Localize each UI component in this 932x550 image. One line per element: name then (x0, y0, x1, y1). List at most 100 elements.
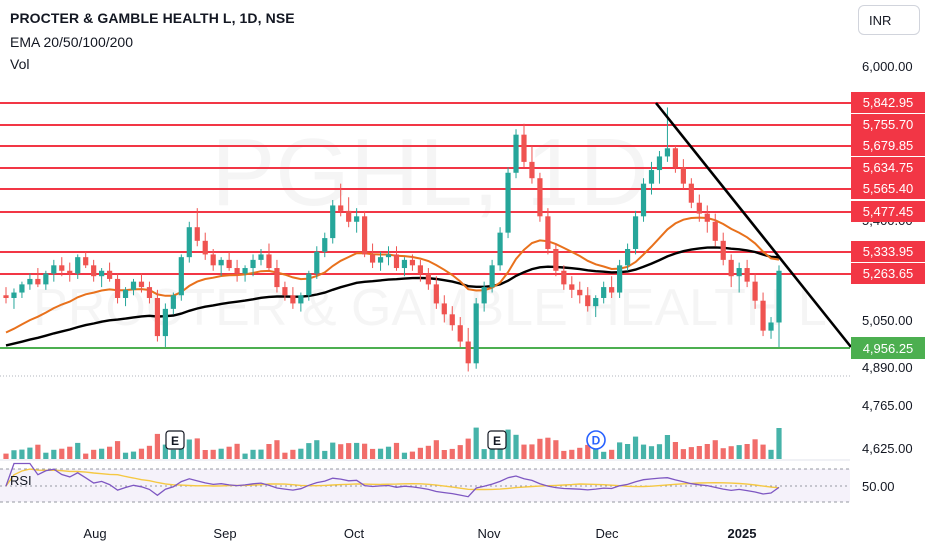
resistance-price-tag: 5,634.75 (851, 157, 925, 178)
chart-title[interactable]: PROCTER & GAMBLE HEALTH L, 1D, NSE (10, 10, 295, 26)
candle-body (51, 265, 57, 274)
ema-legend[interactable]: EMA 20/50/100/200 (10, 34, 133, 50)
candle-body (632, 216, 639, 249)
volume-bar (752, 439, 758, 459)
time-tick: 2025 (728, 526, 757, 541)
volume-bar (489, 446, 495, 459)
volume-bar (258, 449, 264, 459)
candle-body (338, 205, 344, 211)
volume-bar (585, 444, 591, 459)
time-axis: Aug Sep Oct Nov Dec 2025 (83, 526, 756, 541)
volume-bar (513, 434, 519, 459)
candle-body (194, 227, 200, 241)
candle-body (298, 295, 304, 304)
volume-bar (609, 449, 615, 459)
volume-bar (154, 433, 161, 459)
candle-body (290, 295, 296, 304)
resistance-price-tag: 5,755.70 (851, 114, 925, 135)
price-tick: 6,000.00 (862, 59, 913, 74)
resistance-price-tag: 5,333.95 (851, 241, 925, 262)
volume-bar (35, 444, 41, 459)
volume-bar (210, 449, 216, 459)
volume-bar (338, 444, 344, 459)
candle-body (752, 281, 758, 301)
volume-bar (537, 438, 543, 459)
volume-bar (27, 447, 33, 459)
candle-body (425, 273, 431, 285)
earnings-marker-2[interactable]: E (487, 430, 507, 450)
candle-body (354, 216, 360, 222)
volume-bar (354, 442, 360, 459)
candle-body (393, 254, 400, 269)
volume-bar (362, 443, 368, 459)
candle-body (617, 265, 623, 293)
rsi-axis-tick: 50.00 (862, 479, 895, 494)
volume-bar (521, 444, 527, 459)
volume-bar (106, 446, 113, 459)
volume-bar (130, 451, 137, 459)
time-tick: Aug (83, 526, 106, 541)
descending-trendline[interactable] (654, 102, 853, 348)
candle-body (704, 213, 710, 222)
candle-body (656, 156, 663, 171)
candle-body (417, 265, 423, 274)
candle-body (67, 270, 73, 274)
candle-body (186, 227, 192, 258)
candle-body (537, 178, 543, 217)
resistance-price-tag: 5,477.45 (851, 201, 925, 222)
svg-text:4,956.25: 4,956.25 (863, 341, 914, 356)
candle-body (664, 148, 671, 157)
candle-body (266, 254, 272, 269)
dividend-marker[interactable]: D (586, 430, 606, 450)
watermark-ticker: PGHL, 1D (211, 119, 648, 226)
candle-body (377, 257, 384, 263)
candle-body (776, 270, 782, 323)
currency-selector[interactable]: INR (858, 5, 920, 35)
candle-body (19, 284, 25, 293)
resistance-price-tag: 5,842.95 (851, 92, 925, 113)
earnings-marker-1[interactable]: E (165, 430, 185, 450)
volume-bar (569, 449, 575, 459)
svg-text:5,755.70: 5,755.70 (863, 117, 914, 132)
volume-bar (656, 444, 663, 459)
rsi-label: RSI (10, 473, 32, 488)
candle-body (545, 216, 551, 249)
volume-bar (417, 447, 423, 459)
volume-bar (226, 446, 232, 459)
candle-body (481, 287, 487, 304)
volume-bar (51, 449, 57, 459)
candle-body (672, 148, 679, 168)
watermark-name: PROCTER & GAMBLE HEALTH L (33, 279, 827, 337)
volume-legend[interactable]: Vol (10, 56, 30, 72)
volume-bar (672, 442, 679, 459)
volume-bar (43, 452, 49, 459)
volume-bar (720, 448, 726, 459)
volume-bar (162, 444, 168, 459)
candle-body (314, 251, 320, 274)
candlestick-series (3, 107, 782, 372)
volume-bar (186, 439, 192, 459)
resistance-price-tag: 5,263.65 (851, 263, 925, 284)
volume-bar (218, 448, 224, 459)
candle-body (83, 257, 89, 266)
volume-bar (712, 440, 718, 459)
svg-text:E: E (171, 434, 179, 448)
candle-body (768, 322, 774, 331)
candle-body (449, 314, 455, 326)
candle-body (346, 210, 352, 222)
candle-body (601, 287, 607, 298)
volume-bar (433, 440, 439, 459)
price-tick: 4,765.00 (862, 398, 913, 413)
volume-bar (688, 447, 694, 459)
volume-bar (377, 448, 384, 459)
volume-bar (11, 450, 17, 459)
volume-bar (330, 442, 336, 459)
candle-body (11, 292, 17, 298)
candle-body (577, 289, 583, 296)
volume-bar (298, 448, 304, 459)
candle-body (720, 240, 726, 260)
volume-bar (664, 435, 671, 459)
candle-body (274, 268, 280, 288)
svg-text:5,565.40: 5,565.40 (863, 181, 914, 196)
